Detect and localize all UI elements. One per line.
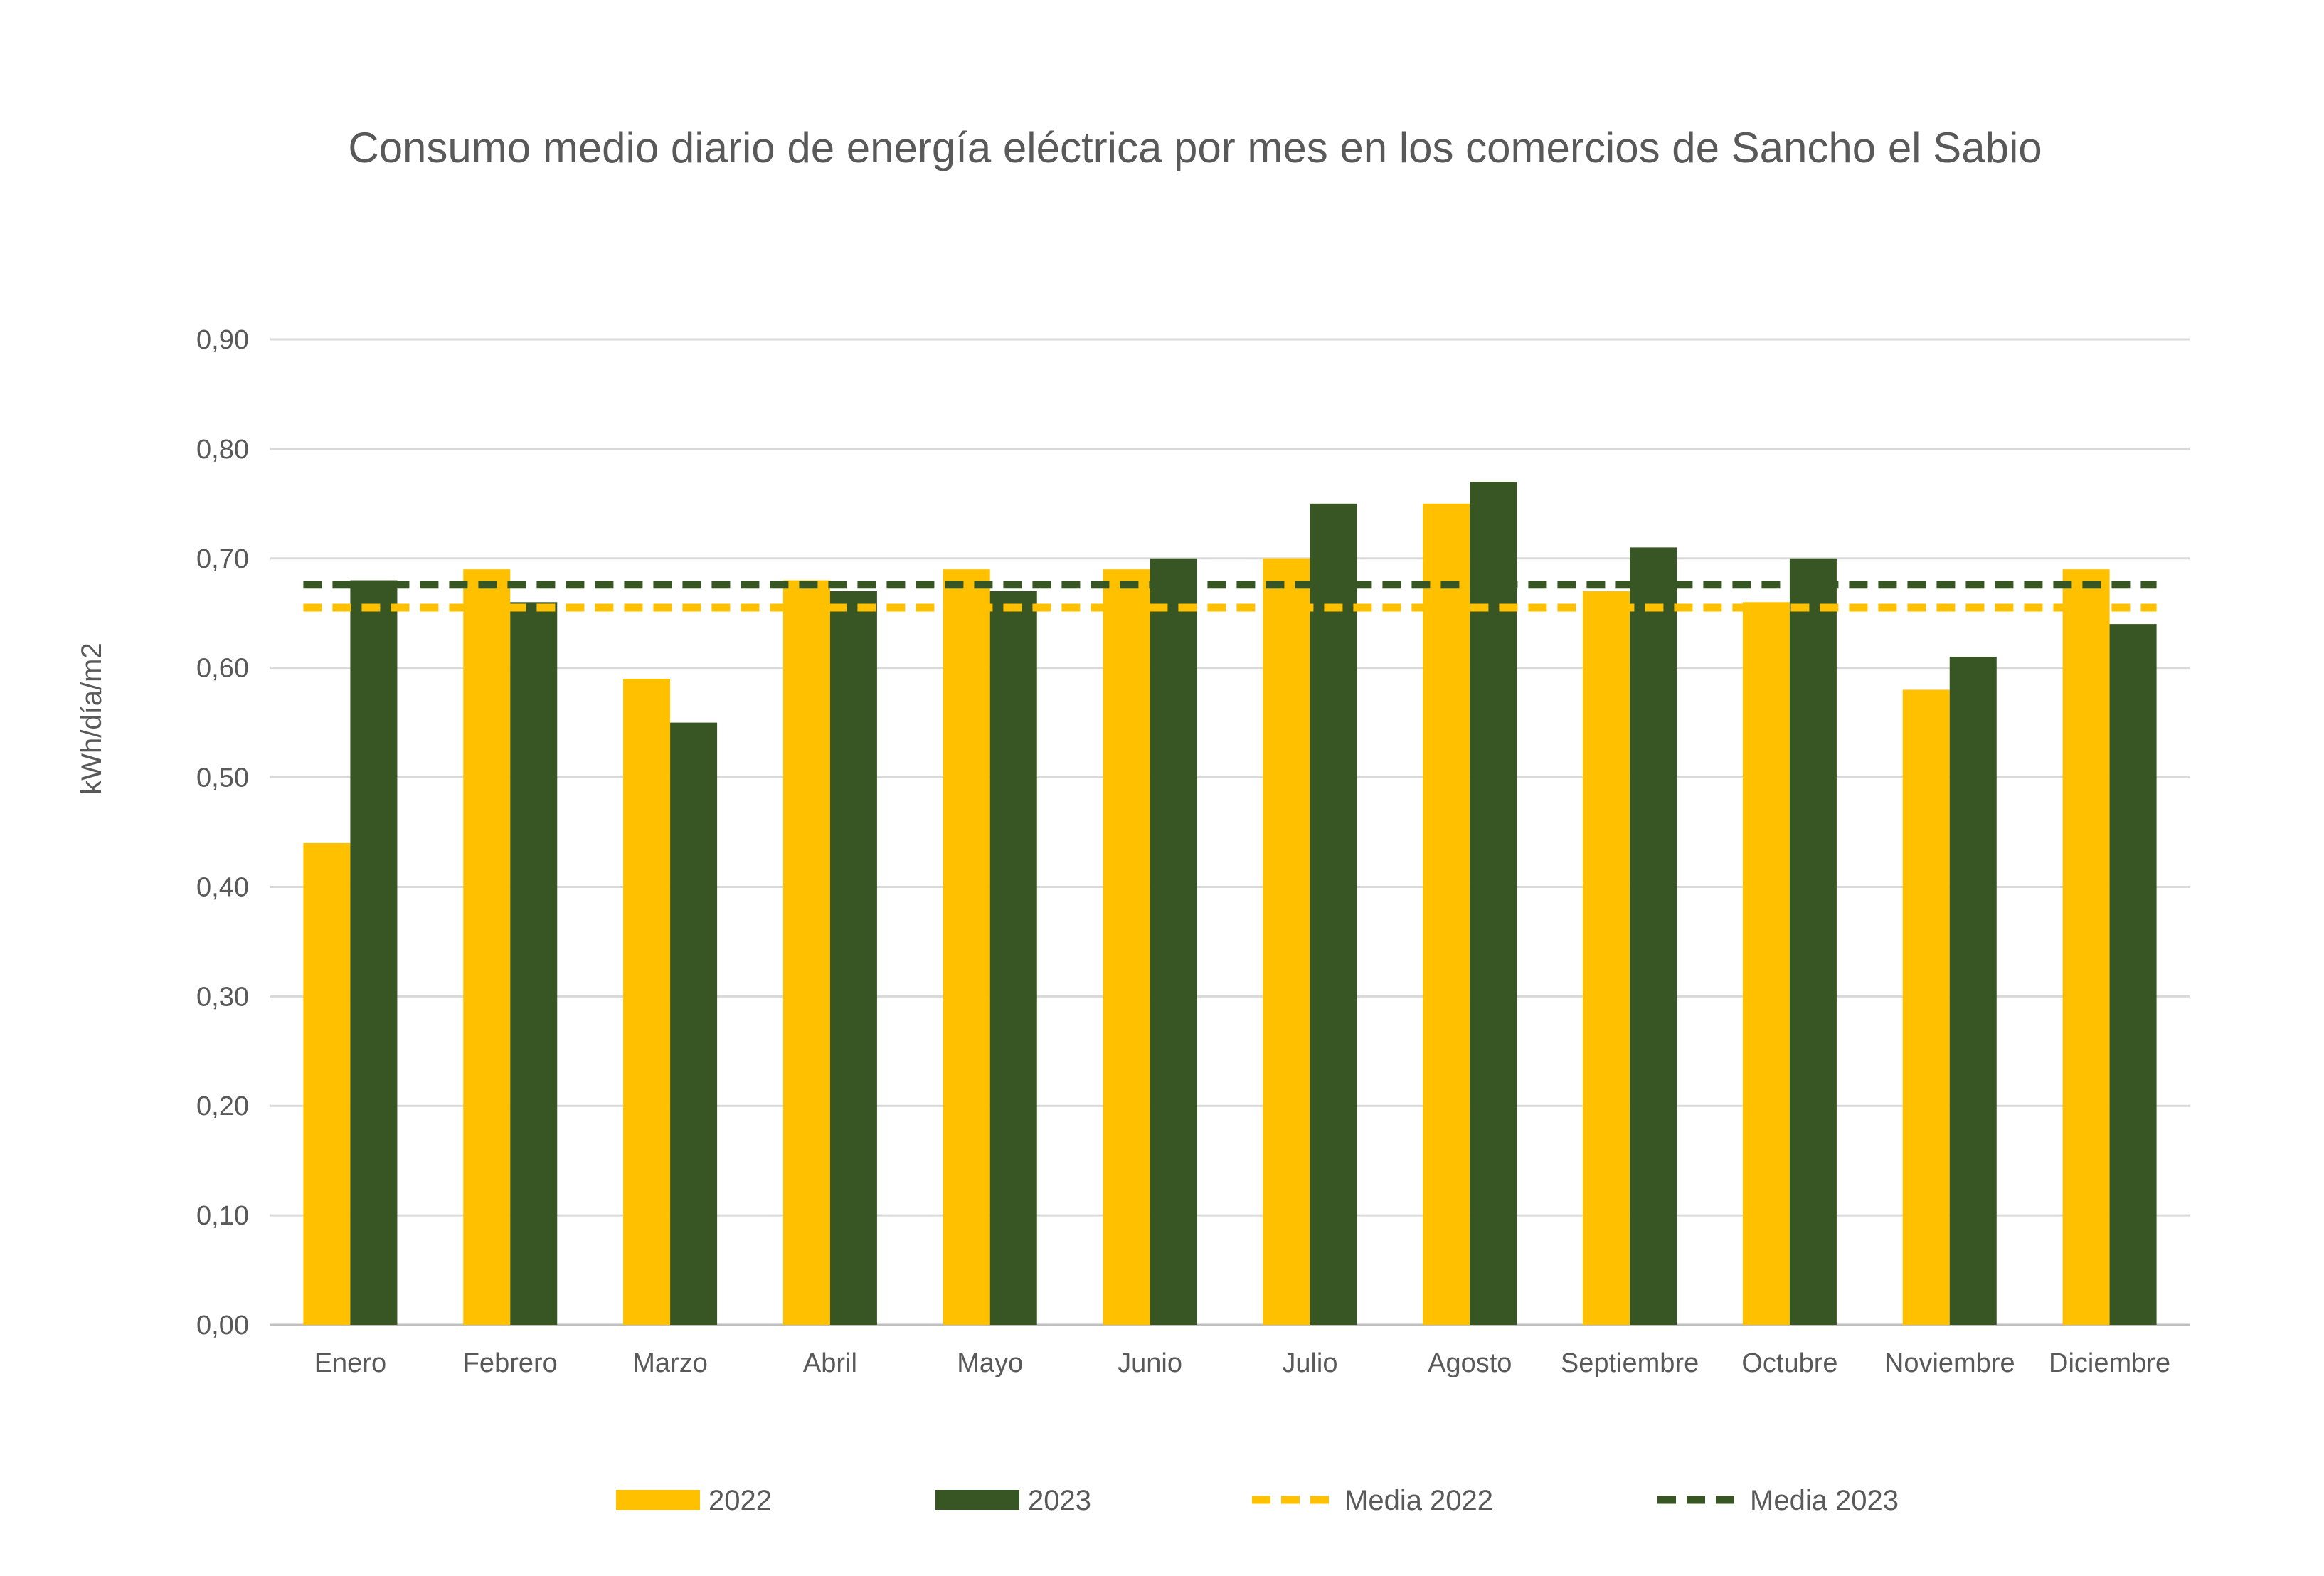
x-axis-ticks: Enero Febrero Marzo Abril Mayo Junio Julio Agos… xyxy=(314,1348,2170,1378)
bar-2023-julio xyxy=(1310,503,1357,1326)
bar-2023-diciembre xyxy=(2109,624,2157,1325)
bar-2022-octubre xyxy=(1742,602,1790,1325)
y-axis-ticks: 0,00 0,10 0,20 0,30 0,40 0,50 0,60 0,70 0,80 0,90 xyxy=(196,325,249,1340)
average-lines xyxy=(303,581,2157,612)
y-tick-label: 0,50 xyxy=(196,763,249,793)
bar-2022-enero xyxy=(303,842,351,1325)
y-tick-label: 0,70 xyxy=(196,544,249,574)
y-axis-title: kWh/día/m2 xyxy=(76,642,107,794)
x-tick-label: Septiembre xyxy=(1561,1348,1699,1378)
legend-swatch-2022 xyxy=(616,1490,700,1510)
legend-label: Media 2022 xyxy=(1344,1485,1493,1516)
legend-label: 2022 xyxy=(709,1485,772,1516)
y-tick-label: 0,80 xyxy=(196,435,249,465)
y-tick-label: 0,40 xyxy=(196,872,249,902)
legend-swatch-2023 xyxy=(935,1490,1019,1510)
legend: 2022 2023 Media 2022 Media 2023 xyxy=(616,1485,1899,1516)
bar-2022-marzo xyxy=(623,679,671,1325)
x-tick-label: Agosto xyxy=(1428,1348,1512,1378)
x-tick-label: Abril xyxy=(803,1348,857,1378)
chart-title: Consumo medio diario de energía eléctric… xyxy=(348,124,2042,171)
x-tick-label: Noviembre xyxy=(1884,1348,2015,1378)
y-tick-label: 0,10 xyxy=(196,1201,249,1231)
x-tick-label: Mayo xyxy=(957,1348,1023,1378)
bar-2022-agosto xyxy=(1423,503,1470,1326)
bar-2022-abril xyxy=(782,580,830,1325)
x-tick-label: Enero xyxy=(314,1348,386,1378)
bar-2022-mayo xyxy=(943,569,990,1325)
bar-2022-febrero xyxy=(463,569,511,1325)
bar-2022-junio xyxy=(1103,569,1150,1325)
bar-2022-diciembre xyxy=(2062,569,2110,1325)
x-tick-label: Diciembre xyxy=(2049,1348,2170,1378)
bar-2023-enero xyxy=(350,580,398,1325)
y-tick-label: 0,60 xyxy=(196,654,249,684)
gridlines xyxy=(270,338,2190,1326)
bar-2023-junio xyxy=(1150,558,1197,1325)
y-tick-label: 0,00 xyxy=(196,1311,249,1340)
bar-2023-noviembre xyxy=(1949,657,1997,1325)
bar-2022-noviembre xyxy=(1902,689,1950,1325)
bar-2022-septiembre xyxy=(1583,591,1630,1325)
bar-2023-septiembre xyxy=(1630,547,1677,1325)
bar-2023-octubre xyxy=(1789,558,1837,1325)
x-tick-label: Octubre xyxy=(1741,1348,1837,1378)
x-tick-label: Marzo xyxy=(632,1348,708,1378)
y-tick-label: 0,30 xyxy=(196,982,249,1012)
y-tick-label: 0,20 xyxy=(196,1091,249,1121)
x-tick-label: Junio xyxy=(1118,1348,1182,1378)
y-tick-label: 0,90 xyxy=(196,325,249,355)
bar-2023-agosto xyxy=(1470,482,1517,1325)
bars xyxy=(303,482,2157,1326)
bar-2023-abril xyxy=(829,591,877,1325)
x-tick-label: Febrero xyxy=(463,1348,558,1378)
x-tick-label: Julio xyxy=(1282,1348,1337,1378)
legend-label: 2023 xyxy=(1028,1485,1091,1516)
bar-2023-mayo xyxy=(989,591,1037,1325)
bar-2023-febrero xyxy=(510,602,558,1325)
bar-2022-julio xyxy=(1263,558,1310,1325)
legend-label: Media 2023 xyxy=(1750,1485,1899,1516)
bar-2023-marzo xyxy=(670,722,718,1325)
